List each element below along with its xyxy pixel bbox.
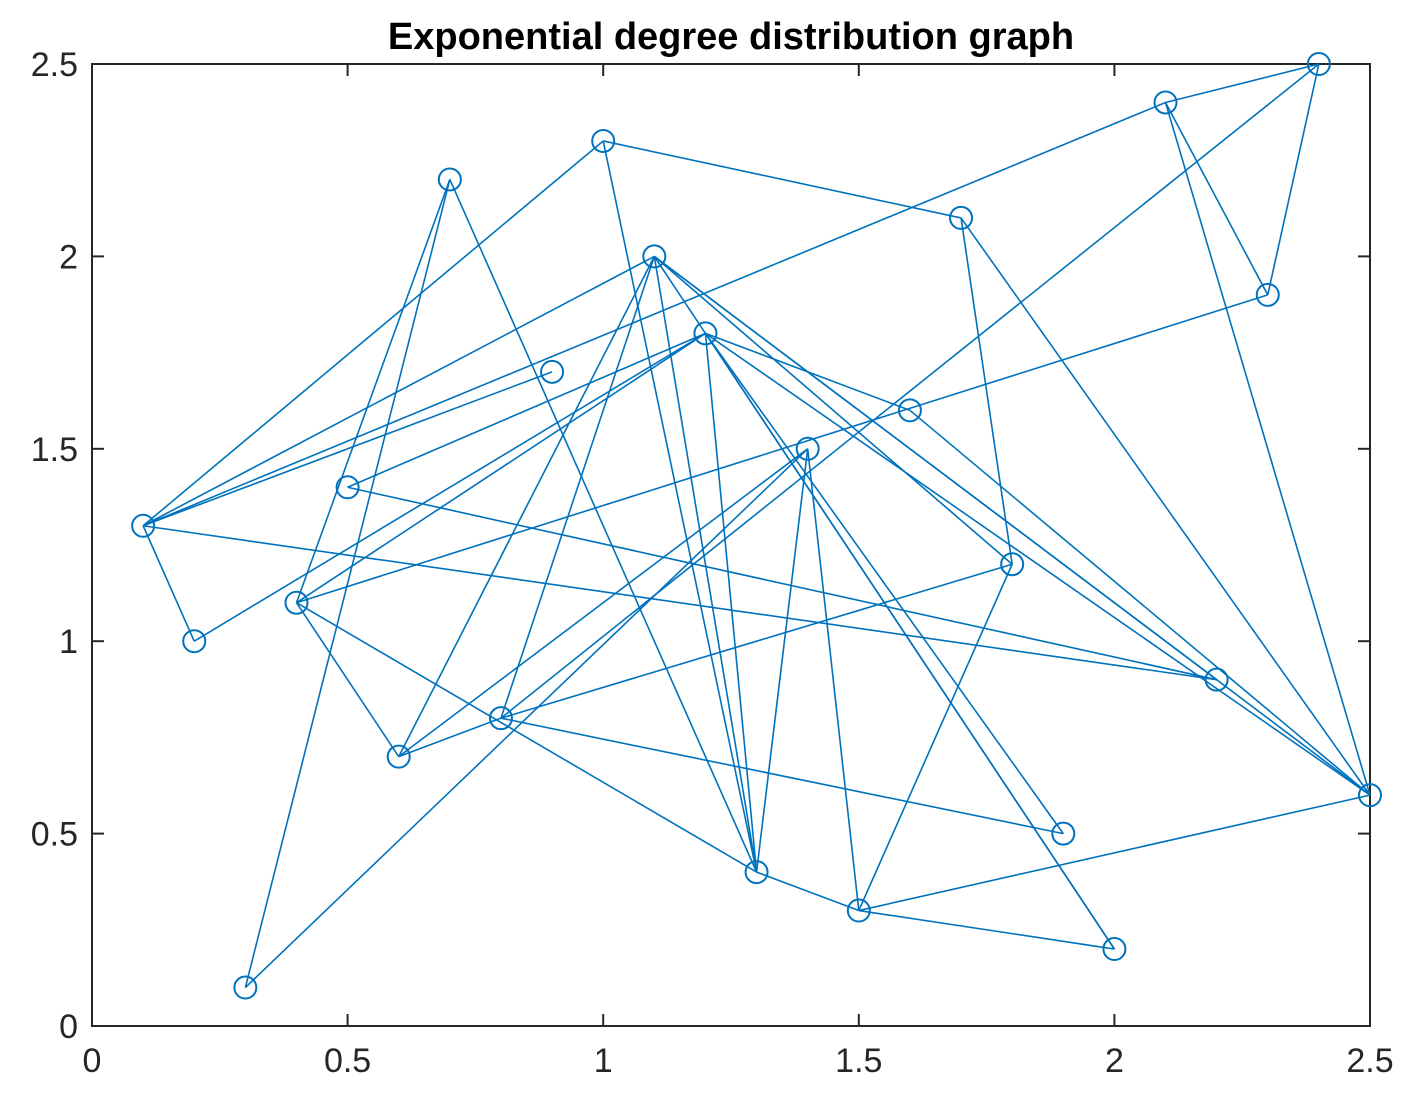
x-tick-label: 2.5 [1346,1042,1393,1080]
y-tick-label: 1 [59,623,78,661]
graph-node [1000,552,1025,577]
graph-node [1358,783,1382,808]
graph-edge [1164,102,1269,296]
graph-node [540,359,565,384]
chart-title: Exponential degree distribution graph [388,16,1074,58]
graph-edge [1165,63,1320,104]
graph-node [744,860,769,885]
graph-node [642,244,667,269]
x-tick-label: 1 [594,1042,613,1080]
graph-edge [142,525,195,642]
graph-node [182,629,207,654]
graph-node [1153,90,1178,115]
plot-area-box [91,63,1371,1027]
graph-edge [909,409,1371,796]
graph-edge [142,371,553,527]
graph-node [1102,937,1127,962]
graph-node [1051,821,1076,846]
graph-edge [653,255,1371,796]
graph-edge [244,448,809,989]
graph-edge [142,101,1166,527]
graph-edge [755,448,809,873]
graph-node [488,706,513,731]
graph-edge [244,179,451,988]
graph-edge [653,255,1013,565]
x-tick-labels: 0 0.5 1 1.5 2 2.5 [83,1042,1394,1080]
graph-edge [449,179,758,873]
graph-edge [602,140,758,873]
graph-edge [142,140,604,527]
graph-edge [295,602,400,758]
graph-edge [806,448,860,911]
graph-edge [398,717,502,758]
graph-node [233,975,258,1000]
y-tick-label: 2.5 [31,46,78,84]
graph-edge [500,63,1320,719]
x-tick-label: 0 [83,1042,102,1080]
graph-edge [858,794,1371,912]
y-tick-labels: 0 0.5 1 1.5 2 2.5 [31,46,78,1046]
graph-edge [705,332,911,412]
graph-node [897,398,922,423]
graph-edge [193,332,706,642]
y-tick-label: 0 [59,1008,78,1046]
graph-edge [295,179,451,603]
x-tick-label: 1.5 [835,1042,882,1080]
graph-edge [653,256,758,873]
graph-edge [347,332,706,489]
graph-node [846,898,871,923]
graph-edge [704,333,758,873]
graph-edge [398,256,656,758]
graph-node [437,167,462,192]
graph-node [949,205,974,230]
graph-edge [347,486,1217,681]
y-tick-label: 0.5 [31,816,78,854]
graph-node [1306,52,1331,76]
graph-node [284,590,309,615]
graph-edge [704,332,1116,950]
y-tick-label: 2 [59,238,78,276]
graph-edge [756,871,860,912]
graph-node [1204,667,1229,692]
graph-node [795,436,820,461]
graph-edge [142,255,655,527]
graph-edge [500,563,1013,719]
graph-edge [960,217,1013,565]
axis-ticks [91,63,1371,1027]
graph-edge [500,256,656,719]
graph-node [591,128,616,153]
graph-edge [1266,63,1320,296]
graph-node [335,475,360,500]
graph-edge [858,909,1115,950]
graph-edge [296,602,757,873]
graph-edge [603,140,962,219]
graph-edge [296,332,706,604]
graph-node [131,513,156,538]
graph-edge [1164,102,1371,796]
x-tick-label: 0.5 [324,1042,371,1080]
graph-nodes [131,52,1382,1000]
graph-node [693,321,718,346]
graph-edge [704,332,1371,796]
graph-edge [143,524,1217,681]
graph-edge [858,563,1013,911]
graph-node [386,744,411,769]
graph-edge [704,332,1064,835]
graph-node [1255,282,1280,307]
graph-edge [398,448,809,758]
y-tick-label: 1.5 [31,431,78,469]
x-tick-label: 2 [1105,1042,1124,1080]
graph-edge [960,217,1371,796]
graph-edge [500,717,1064,835]
graph-edges [142,63,1371,989]
